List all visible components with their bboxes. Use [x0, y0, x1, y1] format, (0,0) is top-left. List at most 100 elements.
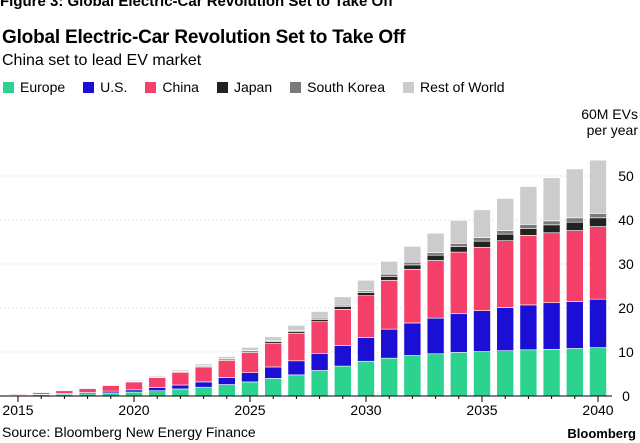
x-tick-label: 2035 [466, 402, 497, 418]
bar-segment-china [102, 385, 120, 392]
y-tick-label: 0 [622, 388, 630, 404]
bar-segment-china [310, 321, 329, 354]
bar-segment-japan [357, 292, 375, 296]
bar-segment-u-s- [380, 328, 399, 359]
legend-swatch-china [145, 81, 157, 93]
bar-segment-china [589, 226, 607, 300]
bar-segment-rest-of-world [565, 168, 584, 219]
bar-segment-rest-of-world [125, 380, 143, 382]
bar-segment-china [55, 390, 74, 394]
bar-segment-europe [148, 390, 166, 397]
x-tick-label: 2015 [2, 402, 33, 418]
bar-segment-south-korea [519, 224, 538, 229]
bar-segment-u-s- [171, 384, 190, 390]
bar-segment-china [473, 246, 491, 311]
bar-segment-u-s- [519, 304, 538, 351]
legend-swatch-europe [3, 81, 14, 93]
bar-segment-rest-of-world [264, 336, 283, 342]
bar-segment-rest-of-world [310, 311, 329, 319]
legend-label-south-korea: South Korea [307, 79, 385, 95]
bar-segment-u-s- [287, 360, 306, 376]
bar-segment-europe [542, 349, 561, 397]
bar-segment-japan [403, 264, 422, 270]
bar-segment-japan [565, 221, 584, 231]
legend-swatch-south-korea [290, 81, 302, 93]
bar-segment-japan [589, 217, 607, 227]
bar-segment-rest-of-world [380, 261, 399, 275]
bar-segment-china [565, 230, 584, 302]
bar-segment-south-korea [589, 213, 607, 219]
bar-segment-u-s- [473, 310, 491, 352]
bar-segment-u-s- [241, 372, 259, 383]
bar-segment-rest-of-world [287, 325, 306, 331]
bar-segment-u-s- [264, 366, 283, 379]
bar-segment-china [426, 260, 445, 319]
y-axis-unit-label: per year [587, 122, 639, 138]
bar-segment-rest-of-world [496, 198, 515, 231]
bar-segment-china [171, 371, 190, 386]
bar-segment-rest-of-world [333, 296, 352, 306]
bar-segment-china [357, 295, 375, 338]
bar-segment-rest-of-world [102, 383, 120, 386]
bar-segment-japan [380, 276, 399, 281]
x-tick-label: 2030 [350, 402, 381, 418]
bar-segment-u-s- [148, 387, 166, 392]
bar-segment-u-s- [403, 322, 422, 356]
legend-swatch-japan [216, 81, 228, 93]
bar-segment-china [449, 251, 468, 315]
legend-label-us: U.S. [100, 79, 128, 95]
bar-segment-japan [519, 228, 538, 236]
bar-segment-south-korea [542, 220, 561, 226]
bar-segment-china [218, 360, 236, 378]
bar-segment-japan [496, 233, 515, 241]
bar-segment-u-s- [194, 381, 213, 388]
bar-segment-europe [264, 378, 283, 397]
bar-segment-china [519, 235, 538, 306]
bar-segment-china [542, 232, 561, 304]
bar-segment-rest-of-world [426, 232, 445, 253]
bar-segment-rest-of-world [218, 356, 236, 360]
bar-segment-rest-of-world [194, 363, 213, 366]
legend-swatch-us [83, 81, 95, 93]
bar-segment-u-s- [449, 313, 468, 353]
bar-segment-rest-of-world [241, 347, 259, 351]
legend-item-china: China [145, 79, 199, 95]
bar-segment-china [125, 381, 143, 391]
legend-label-rest-of-world: Rest of World [419, 79, 505, 95]
legend-label-china: China [162, 79, 199, 95]
bar-segment-europe [449, 352, 468, 397]
bar-segment-u-s- [218, 377, 236, 385]
bar-segment-europe [589, 347, 607, 397]
chart-subtitle: China set to lead EV market [2, 52, 202, 69]
bar-segment-rest-of-world [148, 375, 166, 378]
bar-segment-japan [473, 240, 491, 248]
bar-segment-japan [310, 319, 329, 322]
bar-segment-u-s- [125, 389, 143, 393]
x-tick-label: 2040 [582, 402, 613, 418]
x-tick-label: 2025 [234, 402, 265, 418]
bar-segment-rest-of-world [542, 177, 561, 222]
bar-segment-europe [357, 360, 375, 397]
bar-segment-japan [542, 224, 561, 234]
y-tick-label: 30 [618, 256, 634, 272]
bar-segment-europe [125, 391, 143, 397]
bar-segment-u-s- [357, 337, 375, 362]
bar-segment-china [287, 333, 306, 362]
bar-segment-south-korea [449, 243, 468, 247]
legend-label-europe: Europe [20, 79, 66, 95]
bar-segment-china [241, 352, 259, 373]
legend-item-us: U.S. [83, 79, 127, 95]
bar-segment-u-s- [333, 345, 352, 367]
bar-segment-japan [449, 246, 468, 253]
bar-segment-china [403, 268, 422, 324]
y-tick-label: 20 [618, 300, 634, 316]
bar-segment-south-korea [565, 217, 584, 223]
bar-segment-u-s- [589, 298, 607, 348]
y-tick-label: 50 [618, 168, 634, 184]
bar-segment-rest-of-world [403, 246, 422, 263]
legend-label-japan: Japan [233, 79, 273, 95]
bar-segment-u-s- [542, 302, 561, 350]
bar-segment-europe [171, 388, 190, 397]
chart-title: Global Electric-Car Revolution Set to Ta… [2, 27, 406, 48]
